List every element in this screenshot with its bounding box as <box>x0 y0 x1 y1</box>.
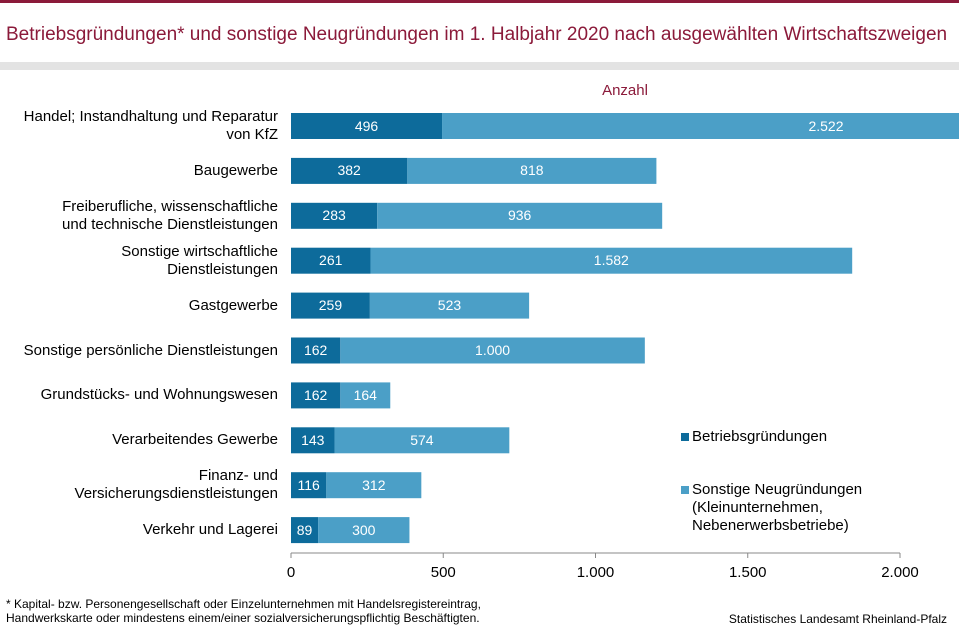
bar-segment <box>369 292 530 319</box>
x-tick-label: 1.000 <box>576 564 615 581</box>
bar-segment <box>370 247 853 274</box>
bar-segment <box>407 157 657 184</box>
value-label: 2.522 <box>808 117 844 134</box>
bar-segment <box>291 292 370 319</box>
bar-segment <box>291 382 341 409</box>
bar-segment <box>340 382 391 409</box>
x-tick-label: 1.500 <box>728 564 767 581</box>
x-tick-label: 500 <box>430 564 456 581</box>
x-tick-label: 0 <box>286 564 296 581</box>
bar-segment <box>377 202 663 229</box>
bar-segment <box>291 157 408 184</box>
value-label: 496 <box>354 117 379 134</box>
bar-segment <box>291 517 319 544</box>
category-label: Baugewerbe <box>193 161 278 179</box>
bar-segment <box>291 247 371 274</box>
legend-label: Sonstige Neugründungen (Kleinunternehmen… <box>692 481 863 534</box>
value-label: 1.582 <box>593 252 629 269</box>
category-label: Freiberufliche, wissenschaftliche und te… <box>62 197 278 233</box>
bar-segment <box>334 427 510 454</box>
bar-segment <box>291 337 341 364</box>
bar-segment <box>340 337 645 364</box>
value-label: 164 <box>353 386 377 403</box>
value-label: 89 <box>296 521 313 538</box>
category-label: Verkehr und Lagerei <box>142 521 278 539</box>
value-label: 116 <box>297 476 320 493</box>
bar-segment <box>326 472 422 499</box>
chart-title: Betriebsgründungen* und sonstige Neugrün… <box>6 24 948 45</box>
value-label: 312 <box>362 476 386 493</box>
value-label: 283 <box>322 207 346 224</box>
legend-swatch <box>681 486 689 494</box>
value-label: 1.000 <box>475 342 511 358</box>
bar-segment <box>291 113 443 139</box>
bar-segment <box>291 202 378 229</box>
legend-swatch <box>681 433 689 441</box>
category-label: Verarbeitendes Gewerbe <box>112 431 278 449</box>
bar-segment <box>318 517 410 544</box>
value-label: 936 <box>507 207 532 224</box>
category-label: Grundstücks- und Wohnungswesen <box>40 386 278 404</box>
value-label: 162 <box>303 386 328 403</box>
bar-segment <box>291 472 327 499</box>
axis-label: Anzahl <box>602 82 648 99</box>
bar-segment <box>442 113 959 139</box>
title-band <box>0 62 959 70</box>
category-label: Gastgewerbe <box>188 296 278 314</box>
value-label: 574 <box>410 431 434 448</box>
value-label: 382 <box>337 162 361 179</box>
value-label: 259 <box>318 297 343 314</box>
value-label: 162 <box>303 342 328 358</box>
value-label: 523 <box>437 297 462 314</box>
category-label: Finanz- und Versicherungsdienstleistunge… <box>74 467 278 503</box>
top-rule <box>0 0 959 3</box>
value-label: 818 <box>520 162 544 179</box>
category-label: Sonstige persönliche Dienstleistungen <box>23 341 278 359</box>
value-label: 300 <box>352 521 376 538</box>
bar-segment <box>291 427 335 454</box>
legend-label: Betriebsgründungen <box>692 428 828 445</box>
category-label: Sonstige wirtschaftliche Dienstleistunge… <box>121 242 278 278</box>
source: Statistisches Landesamt Rheinland-Pfalz <box>728 612 947 626</box>
footnote: * Kapital- bzw. Personengesellschaft ode… <box>6 597 481 626</box>
value-label: 261 <box>319 252 343 269</box>
value-label: 143 <box>301 431 325 448</box>
x-tick-label: 2.000 <box>881 564 919 581</box>
category-label: Handel; Instandhaltung und Reparatur von… <box>23 108 278 143</box>
